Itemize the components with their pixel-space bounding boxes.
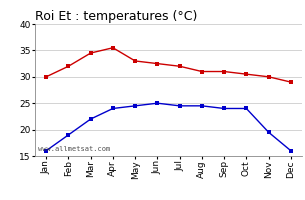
Text: www.allmetsat.com: www.allmetsat.com [38, 146, 110, 152]
Text: Roi Et : temperatures (°C): Roi Et : temperatures (°C) [35, 10, 197, 23]
